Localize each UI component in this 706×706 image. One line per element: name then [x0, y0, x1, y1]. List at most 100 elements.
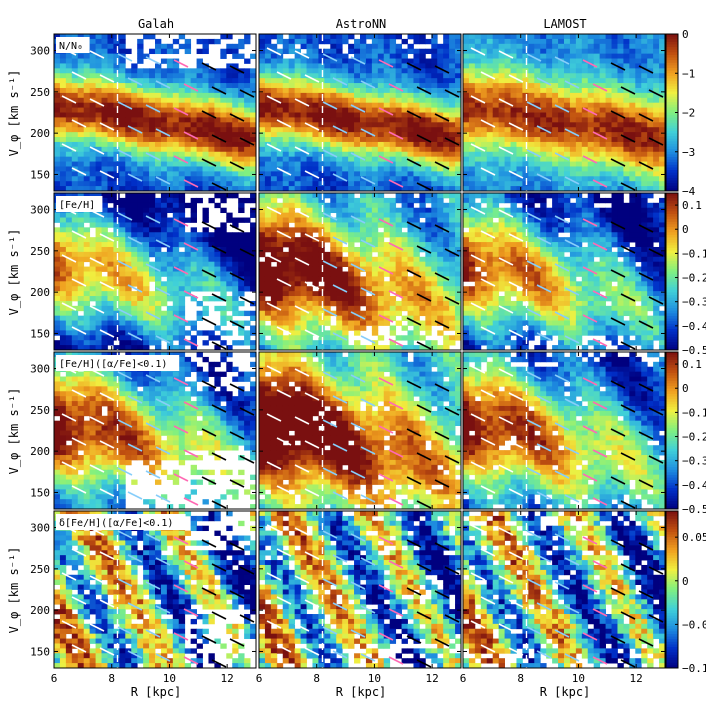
heatmap-cell	[101, 83, 108, 89]
heatmap-cell	[354, 156, 361, 162]
heatmap-cell	[641, 156, 648, 162]
heatmap-cell	[587, 63, 595, 69]
heatmap-cell	[54, 232, 61, 238]
colorbar-segment	[666, 78, 678, 82]
heatmap-cell	[330, 222, 337, 228]
heatmap-cell	[401, 87, 408, 94]
ridge-dash	[536, 77, 552, 86]
heatmap-cell	[474, 83, 482, 89]
heatmap-cell	[587, 146, 595, 153]
heatmap-cell	[534, 97, 541, 104]
heatmap-cell	[89, 117, 96, 123]
heatmap-cell	[455, 53, 462, 59]
heatmap-cell	[184, 151, 192, 158]
heatmap-cell	[250, 222, 257, 228]
heatmap-cell	[522, 181, 529, 187]
heatmap-cell	[647, 63, 654, 69]
heatmap-cell	[107, 63, 114, 69]
heatmap-cell	[419, 107, 426, 113]
heatmap-cell	[172, 330, 180, 336]
heatmap-cell	[336, 300, 343, 307]
heatmap-cell	[425, 68, 432, 74]
heatmap-cell	[71, 320, 79, 326]
heatmap-cell	[312, 222, 319, 228]
heatmap-cell	[348, 276, 355, 282]
heatmap-cell	[647, 107, 654, 113]
heatmap-cell	[77, 97, 85, 104]
heatmap-cell	[155, 300, 162, 307]
heatmap-cell	[113, 186, 120, 192]
heatmap-cell	[569, 122, 577, 128]
heatmap-cell	[190, 296, 197, 302]
heatmap-cell	[348, 232, 355, 238]
heatmap-cell	[354, 276, 361, 282]
heatmap-cell	[149, 237, 156, 243]
heatmap-cell	[437, 58, 444, 64]
ridge-dash	[444, 137, 460, 146]
heatmap-cell	[143, 271, 150, 277]
heatmap-cell	[558, 38, 565, 45]
heatmap-cell	[659, 48, 666, 55]
heatmap-cell	[635, 127, 642, 133]
heatmap-cell	[569, 166, 577, 172]
heatmap-cell	[354, 197, 361, 204]
heatmap-cell	[250, 237, 257, 243]
heatmap-cell	[166, 112, 174, 118]
heatmap-cell	[276, 34, 284, 40]
heatmap-cell	[178, 112, 186, 118]
heatmap-cell	[259, 181, 266, 187]
heatmap-cell	[113, 212, 120, 218]
heatmap-cell	[54, 212, 61, 218]
heatmap-cell	[395, 107, 402, 113]
heatmap-cell	[184, 127, 192, 133]
heatmap-cell	[365, 261, 373, 267]
heatmap-cell	[250, 281, 257, 287]
ridge-dash	[229, 272, 245, 281]
heatmap-cell	[516, 112, 523, 118]
ridge-dash	[620, 134, 636, 143]
heatmap-cell	[611, 112, 618, 118]
heatmap-cell	[95, 246, 102, 253]
heatmap-cell	[463, 34, 470, 40]
heatmap-cell	[401, 171, 408, 177]
heatmap-cell	[463, 43, 470, 50]
heatmap-cell	[294, 246, 301, 253]
heatmap-cell	[160, 107, 168, 113]
heatmap-cell	[226, 141, 233, 148]
heatmap-cell	[172, 251, 180, 258]
heatmap-cell	[504, 87, 511, 94]
heatmap-cell	[552, 181, 559, 187]
heatmap-cell	[131, 132, 138, 138]
heatmap-cell	[259, 276, 266, 282]
heatmap-cell	[641, 34, 648, 40]
heatmap-cell	[137, 102, 144, 108]
heatmap-cell	[365, 207, 373, 214]
heatmap-cell	[653, 171, 660, 177]
heatmap-cell	[486, 171, 494, 177]
heatmap-cell	[244, 335, 251, 341]
heatmap-cell	[455, 132, 462, 138]
heatmap-cell	[166, 63, 174, 69]
heatmap-cell	[629, 146, 636, 153]
heatmap-cell	[155, 251, 162, 258]
heatmap-cell	[178, 300, 186, 307]
heatmap-cell	[288, 305, 296, 312]
heatmap-cell	[149, 207, 156, 214]
ridge-dash	[498, 98, 514, 107]
heatmap-cell	[348, 345, 355, 351]
heatmap-cell	[480, 53, 488, 59]
heatmap-cell	[419, 48, 426, 55]
heatmap-cell	[492, 68, 500, 74]
heatmap-cell	[226, 34, 233, 40]
heatmap-cell	[306, 176, 313, 182]
heatmap-cell	[220, 237, 227, 243]
heatmap-cell	[89, 107, 96, 113]
heatmap-cell	[498, 181, 505, 187]
heatmap-cell	[463, 83, 470, 89]
heatmap-cell	[389, 117, 397, 123]
heatmap-cell	[288, 156, 296, 162]
heatmap-cell	[184, 246, 192, 253]
heatmap-cell	[324, 315, 331, 321]
heatmap-cell	[342, 146, 349, 153]
heatmap-cell	[492, 137, 500, 143]
